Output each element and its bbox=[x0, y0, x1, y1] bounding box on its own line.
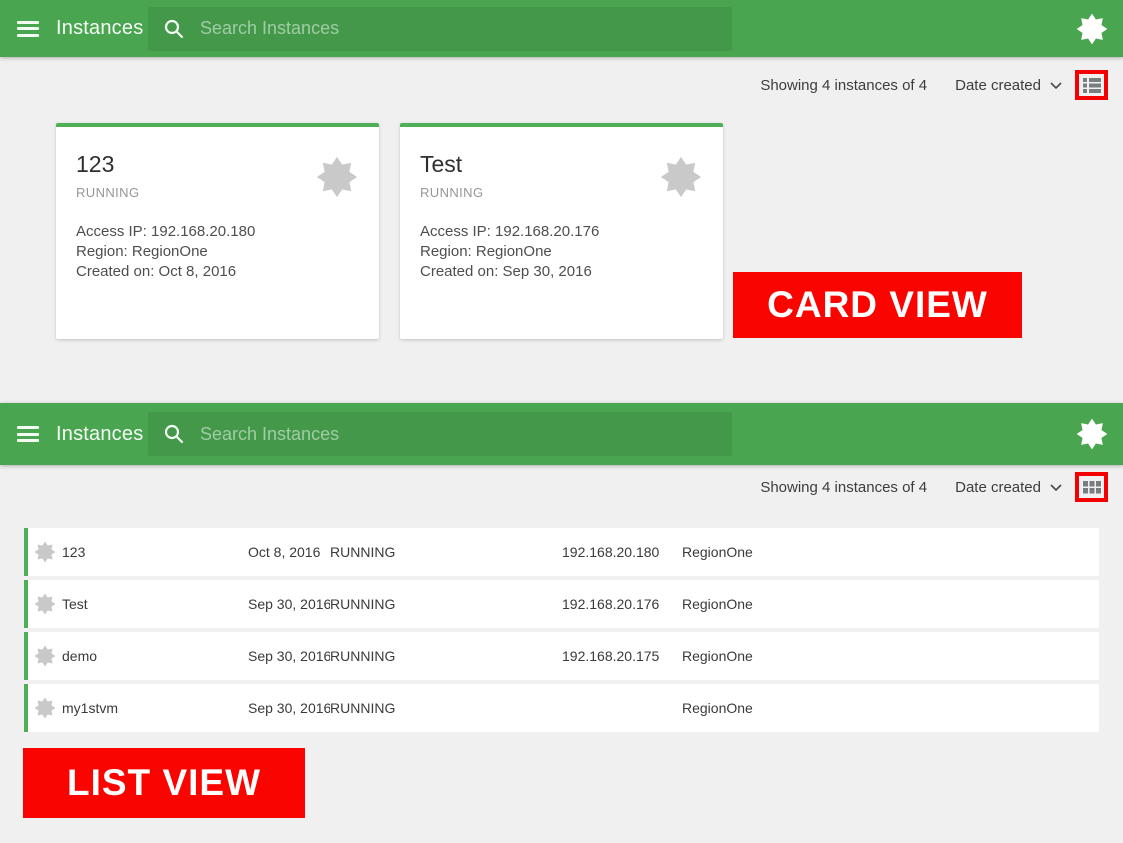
list-view-toggle-icon[interactable] bbox=[1083, 77, 1101, 93]
instance-icon bbox=[34, 593, 62, 615]
sort-dropdown[interactable]: Date created bbox=[955, 77, 1062, 94]
search-input[interactable] bbox=[198, 17, 732, 40]
instance-row[interactable]: my1stvm Sep 30, 2016 RUNNING RegionOne bbox=[24, 684, 1099, 732]
instance-status: RUNNING bbox=[420, 185, 484, 200]
showing-count: Showing 4 instances of 4 bbox=[760, 76, 928, 94]
detail-line: Access IP: 192.168.20.176 bbox=[420, 223, 600, 240]
app-logo-icon[interactable] bbox=[1076, 13, 1108, 45]
instance-date: Sep 30, 2016 bbox=[248, 700, 330, 716]
instance-name: Test bbox=[62, 596, 88, 612]
page-title: Instances bbox=[56, 17, 144, 39]
annotation-box-view-toggle bbox=[1075, 70, 1108, 100]
instance-status: RUNNING bbox=[76, 185, 140, 200]
menu-icon[interactable] bbox=[17, 426, 39, 442]
annotation-box-view-toggle bbox=[1075, 472, 1108, 502]
instance-region: RegionOne bbox=[682, 700, 753, 716]
instance-row[interactable]: Test Sep 30, 2016 RUNNING 192.168.20.176… bbox=[24, 580, 1099, 628]
instance-region: RegionOne bbox=[682, 596, 753, 612]
chevron-down-icon bbox=[1050, 484, 1062, 491]
instance-date: Sep 30, 2016 bbox=[248, 648, 330, 664]
menu-icon[interactable] bbox=[17, 20, 39, 37]
search-bar bbox=[148, 412, 732, 456]
instance-icon bbox=[34, 541, 62, 563]
instance-status: RUNNING bbox=[330, 544, 396, 560]
toolbar-list-view: Showing 4 instances of 4 Date created bbox=[760, 472, 1108, 502]
instance-icon bbox=[316, 156, 358, 198]
detail-line: Region: RegionOne bbox=[420, 243, 552, 260]
annotation-card-view: CARD VIEW bbox=[733, 272, 1022, 338]
instance-card[interactable]: Test RUNNING Access IP: 192.168.20.176 R… bbox=[400, 123, 723, 339]
app-header-card-view: Instances bbox=[0, 0, 1123, 57]
instance-status: RUNNING bbox=[330, 648, 396, 664]
search-icon bbox=[164, 19, 184, 39]
instance-card[interactable]: 123 RUNNING Access IP: 192.168.20.180 Re… bbox=[56, 123, 379, 339]
grid-view-toggle-icon[interactable] bbox=[1083, 481, 1101, 494]
detail-line: Created on: Oct 8, 2016 bbox=[76, 263, 237, 280]
instance-date: Sep 30, 2016 bbox=[248, 596, 330, 612]
showing-count: Showing 4 instances of 4 bbox=[760, 478, 928, 496]
search-bar bbox=[148, 6, 732, 51]
sort-label: Date created bbox=[955, 478, 1041, 496]
instance-ip: 192.168.20.175 bbox=[562, 648, 660, 664]
app-header-list-view: Instances bbox=[0, 403, 1123, 465]
instance-name: 123 bbox=[76, 151, 115, 177]
instance-name: Test bbox=[420, 151, 463, 177]
app-logo-icon[interactable] bbox=[1076, 418, 1108, 450]
instance-status: RUNNING bbox=[330, 596, 396, 612]
instance-icon bbox=[660, 156, 702, 198]
instance-ip: 192.168.20.176 bbox=[562, 596, 660, 612]
detail-line: Created on: Sep 30, 2016 bbox=[420, 263, 592, 280]
instance-region: RegionOne bbox=[682, 544, 753, 560]
sort-dropdown[interactable]: Date created bbox=[955, 479, 1062, 496]
detail-line: Access IP: 192.168.20.180 bbox=[76, 223, 256, 240]
instance-details: Access IP: 192.168.20.180 Region: Region… bbox=[76, 222, 379, 282]
page-title: Instances bbox=[56, 422, 144, 445]
search-input[interactable] bbox=[198, 422, 732, 446]
sort-label: Date created bbox=[955, 76, 1041, 94]
toolbar-card-view: Showing 4 instances of 4 Date created bbox=[760, 70, 1108, 100]
instance-icon bbox=[34, 645, 62, 667]
instance-name: 123 bbox=[62, 544, 86, 560]
instance-icon bbox=[34, 697, 62, 719]
search-icon bbox=[164, 424, 184, 444]
instance-status: RUNNING bbox=[330, 700, 396, 716]
instance-ip: 192.168.20.180 bbox=[562, 544, 660, 560]
chevron-down-icon bbox=[1050, 82, 1062, 89]
instance-row[interactable]: demo Sep 30, 2016 RUNNING 192.168.20.175… bbox=[24, 632, 1099, 680]
instance-details: Access IP: 192.168.20.176 Region: Region… bbox=[420, 222, 723, 282]
instance-name: my1stvm bbox=[62, 700, 118, 716]
detail-line: Region: RegionOne bbox=[76, 243, 208, 260]
instance-name: demo bbox=[62, 648, 98, 664]
instance-row[interactable]: 123 Oct 8, 2016 RUNNING 192.168.20.180 R… bbox=[24, 528, 1099, 576]
annotation-list-view: LIST VIEW bbox=[23, 748, 305, 818]
instance-region: RegionOne bbox=[682, 648, 753, 664]
instance-date: Oct 8, 2016 bbox=[248, 544, 321, 560]
